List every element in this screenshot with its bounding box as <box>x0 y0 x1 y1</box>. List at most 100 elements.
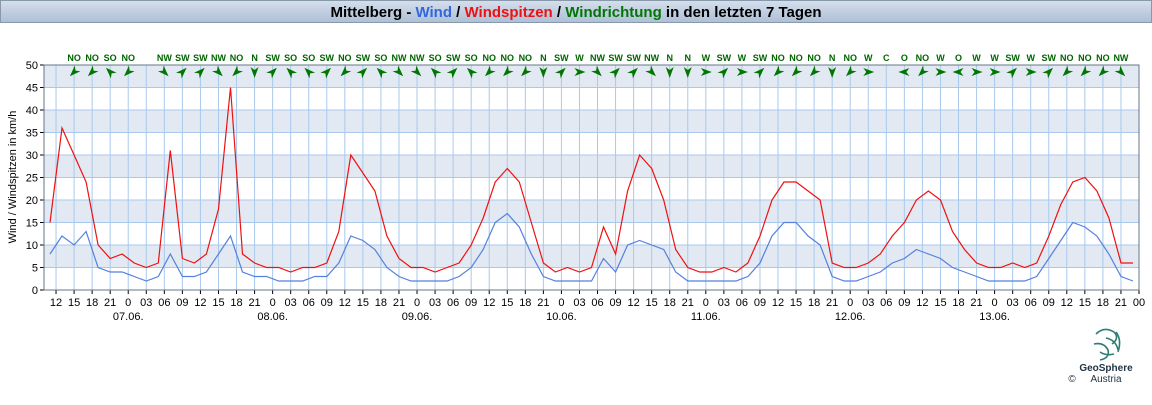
logo-text: Austria <box>1090 374 1122 385</box>
direction-arrow <box>989 68 1001 76</box>
x-tick-label: 12 <box>772 297 784 309</box>
direction-label: W <box>1026 53 1035 63</box>
x-tick-label: 0 <box>703 297 709 309</box>
x-tick-label: 21 <box>682 297 694 309</box>
direction-label: N <box>685 53 692 63</box>
direction-label: NO <box>519 53 533 63</box>
x-tick-label: 03 <box>862 297 874 309</box>
x-tick-label: 03 <box>140 297 152 309</box>
x-tick-label: 15 <box>1079 297 1091 309</box>
x-tick-label: 00 <box>1133 297 1145 309</box>
direction-label: C <box>883 53 890 63</box>
direction-label: NO <box>916 53 930 63</box>
direction-label: SW <box>265 53 280 63</box>
y-tick-label: 40 <box>26 105 38 117</box>
direction-arrow <box>194 67 205 79</box>
direction-label: NO <box>338 53 352 63</box>
x-tick-label: 21 <box>104 297 116 309</box>
x-tick-label: 18 <box>952 297 964 309</box>
direction-arrow <box>665 67 674 78</box>
direction-arrow <box>828 67 837 78</box>
direction-label: SW <box>608 53 623 63</box>
x-tick-label: 09 <box>609 297 621 309</box>
direction-arrow <box>69 65 81 77</box>
direction-label: N <box>540 53 547 63</box>
direction-arrow <box>105 67 117 79</box>
direction-label: NO <box>1060 53 1074 63</box>
title-part: Windspitzen <box>465 4 553 21</box>
direction-arrow <box>410 65 422 77</box>
x-tick-label: 09 <box>321 297 333 309</box>
x-tick-label: 18 <box>375 297 387 309</box>
direction-label: NW <box>644 53 659 63</box>
direction-arrow <box>773 65 785 77</box>
day-label: 13.06. <box>979 311 1010 323</box>
direction-arrow <box>627 67 638 79</box>
x-tick-label: 0 <box>992 297 998 309</box>
direction-arrow <box>123 65 135 77</box>
plot-frame <box>43 64 1140 291</box>
direction-label: O <box>901 53 908 63</box>
day-label: 08.06. <box>257 311 288 323</box>
x-tick-label: 21 <box>970 297 982 309</box>
x-tick-label: 06 <box>447 297 459 309</box>
direction-arrow <box>935 68 947 76</box>
x-tick-label: 12 <box>916 297 928 309</box>
direction-label: W <box>575 53 584 63</box>
direction-arrow <box>609 67 620 79</box>
direction-label: NW <box>211 53 226 63</box>
direction-arrow <box>753 67 765 79</box>
x-tick-label: 06 <box>158 297 170 309</box>
band <box>44 155 1139 178</box>
x-tick-label: 03 <box>285 297 297 309</box>
x-tick-label: 21 <box>248 297 260 309</box>
direction-label: SO <box>374 53 387 63</box>
direction-label: SO <box>465 53 478 63</box>
y-tick-label: 15 <box>26 218 38 230</box>
day-label: 11.06. <box>691 311 721 323</box>
direction-arrow <box>87 65 99 77</box>
direction-arrow <box>484 65 496 77</box>
direction-label: SW <box>753 53 768 63</box>
direction-arrow <box>232 65 243 77</box>
direction-label: NW <box>590 53 605 63</box>
title-part: / <box>452 4 465 21</box>
x-tick-label: 15 <box>357 297 369 309</box>
direction-arrow <box>304 67 316 79</box>
band <box>44 110 1139 133</box>
direction-label: SO <box>104 53 117 63</box>
direction-label: W <box>864 53 873 63</box>
direction-arrow <box>809 65 821 77</box>
direction-label: SW <box>626 53 641 63</box>
y-tick-label: 45 <box>26 83 38 95</box>
direction-label: NO <box>1096 53 1110 63</box>
direction-label: SW <box>175 53 190 63</box>
direction-label: SW <box>717 53 732 63</box>
x-tick-label: 12 <box>483 297 495 309</box>
direction-label: NO <box>843 53 857 63</box>
x-tick-label: 09 <box>1043 297 1055 309</box>
direction-arrow <box>1098 65 1110 77</box>
direction-label: SW <box>1042 53 1057 63</box>
x-tick-label: 12 <box>50 297 62 309</box>
direction-label: N <box>666 53 673 63</box>
x-tick-label: 12 <box>194 297 206 309</box>
direction-arrow <box>340 65 352 77</box>
plot-area <box>44 64 1140 291</box>
direction-label: SO <box>429 53 442 63</box>
direction-label: NW <box>157 53 172 63</box>
y-tick-label: 5 <box>32 263 38 275</box>
direction-arrow <box>736 68 748 76</box>
direction-label: NW <box>410 53 425 63</box>
direction-arrow <box>1062 65 1074 77</box>
direction-arrow <box>863 68 875 76</box>
x-tick-label: 15 <box>790 297 802 309</box>
x-tick-label: 18 <box>808 297 820 309</box>
x-tick-label: 06 <box>303 297 315 309</box>
direction-label: SO <box>284 53 297 63</box>
x-tick-label: 21 <box>537 297 549 309</box>
direction-label: W <box>702 53 711 63</box>
x-tick-label: 15 <box>646 297 658 309</box>
direction-label: W <box>936 53 945 63</box>
